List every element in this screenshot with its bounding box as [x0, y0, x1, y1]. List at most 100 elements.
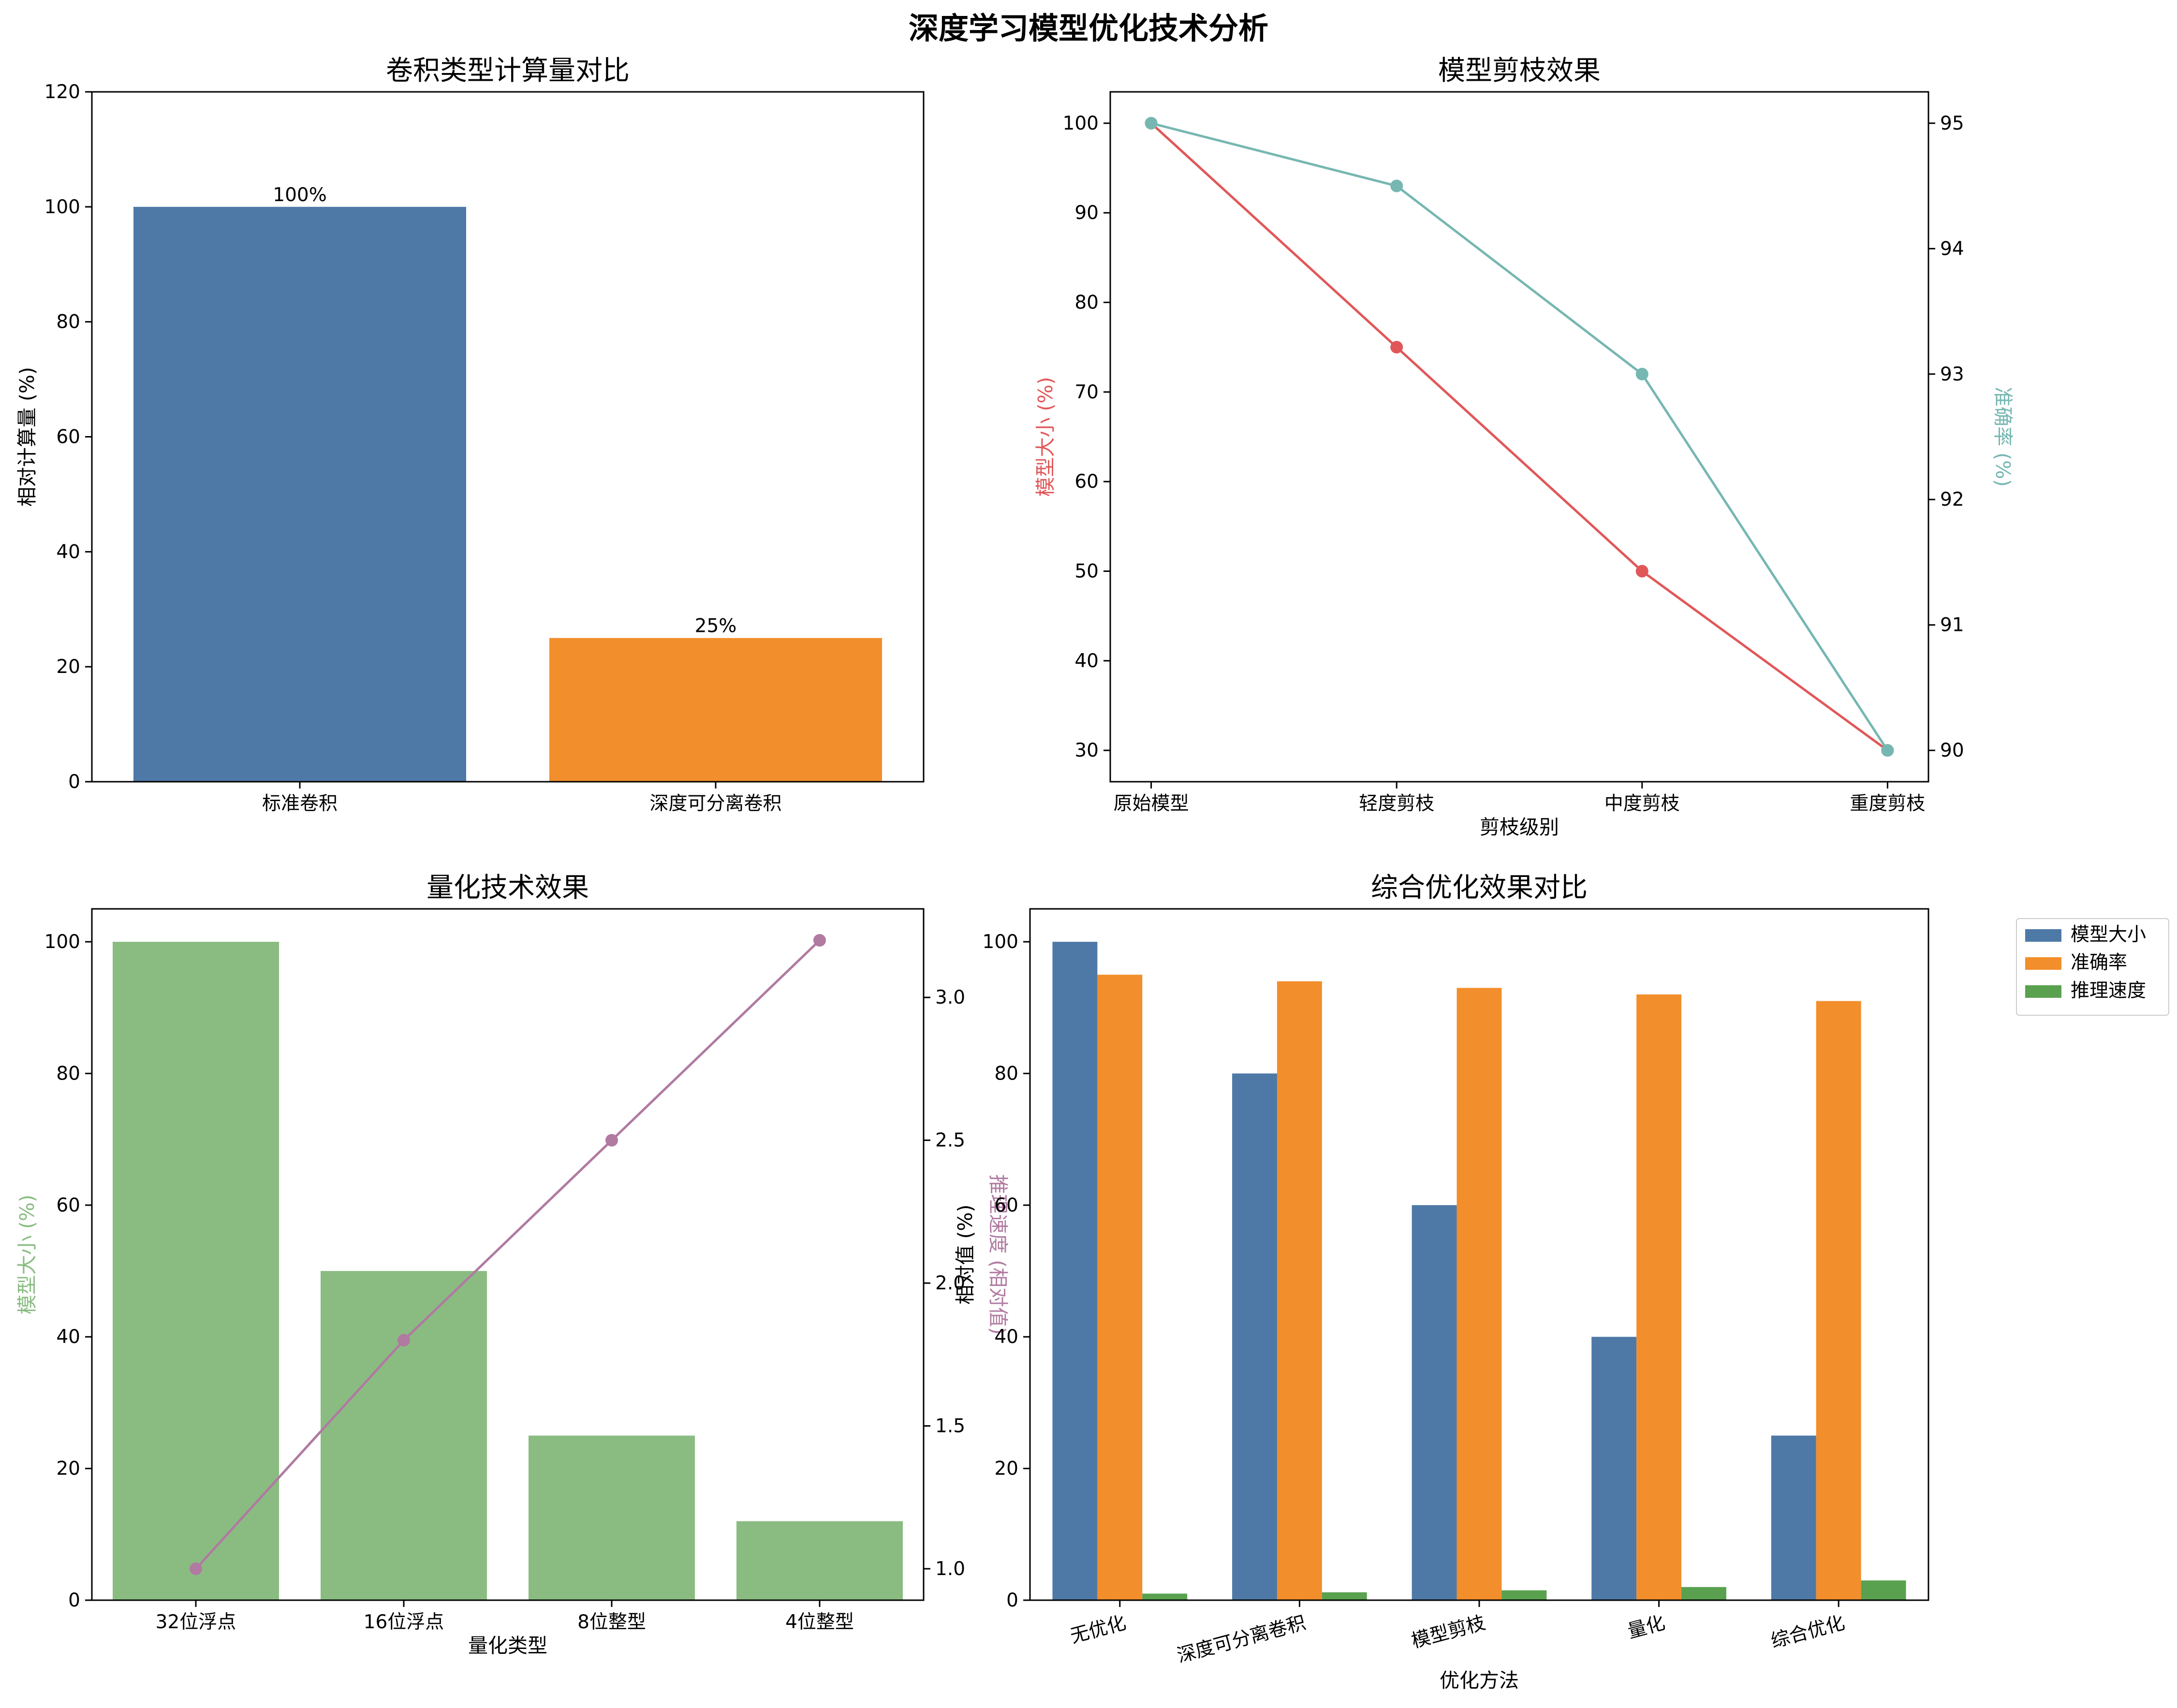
bar	[1322, 1592, 1367, 1600]
y2-tick-label: 2.5	[935, 1130, 965, 1152]
y-tick-label: 80	[1074, 292, 1099, 314]
x-tick-label: 16位浮点	[364, 1611, 444, 1633]
x-tick-label: 32位浮点	[156, 1611, 236, 1633]
y-tick-label: 60	[56, 1195, 80, 1216]
x-tick-label: 综合优化	[1768, 1612, 1847, 1652]
series-point	[605, 1134, 618, 1147]
bar-data-label: 25%	[695, 615, 737, 637]
y-axis-label: 模型大小 (%)	[15, 1195, 39, 1314]
x-tick-label: 量化	[1625, 1612, 1667, 1643]
series-point	[397, 1334, 410, 1347]
y2-tick-label: 95	[1940, 113, 1964, 134]
x-axis-label: 剪枝级别	[1480, 816, 1559, 839]
y-tick-label: 40	[994, 1326, 1018, 1348]
chart-pruning-effect: 模型剪枝效果 30 40 50 60 70 80 90 100 模型大小 (%) 90 91 92 93 9…	[1034, 55, 2015, 839]
x-tick-label: 深度可分离卷积	[649, 793, 781, 815]
y-axis-label: 相对计算量 (%)	[15, 367, 39, 507]
y-tick-label: 100	[983, 931, 1018, 953]
y-tick-label: 60	[994, 1195, 1018, 1216]
series-point	[1390, 341, 1403, 354]
bar	[321, 1271, 487, 1600]
x-tick-label: 中度剪枝	[1604, 793, 1680, 815]
bar	[529, 1435, 695, 1600]
x-tick-label: 轻度剪枝	[1359, 793, 1434, 815]
y2-tick-label: 94	[1940, 238, 1964, 260]
bar	[1277, 981, 1322, 1600]
legend-swatch	[2025, 985, 2061, 998]
plot-frame	[91, 908, 925, 1601]
chart-title: 综合优化效果对比	[1371, 872, 1588, 904]
y2-tick-label: 93	[1940, 364, 1964, 385]
y-tick-label: 50	[1074, 560, 1099, 582]
bar-data-label: 100%	[273, 184, 327, 206]
y2-tick-label: 92	[1940, 489, 1964, 511]
series-point	[1390, 179, 1403, 192]
x-tick-label: 无优化	[1068, 1612, 1129, 1648]
bar	[1232, 1073, 1277, 1600]
bar	[1681, 1587, 1726, 1600]
bar	[736, 1521, 903, 1600]
legend-swatch	[2025, 929, 2061, 942]
y-tick-label: 100	[1063, 113, 1099, 134]
series-line	[195, 939, 821, 1570]
plot-frame	[1109, 91, 1929, 783]
bar	[1591, 1337, 1637, 1600]
y-tick-label: 80	[56, 1063, 80, 1084]
y2-tick-label: 3.0	[935, 987, 965, 1008]
series-line	[1150, 122, 1888, 752]
series-point	[813, 934, 826, 947]
bar	[1861, 1580, 1906, 1600]
y-tick-label: 0	[1006, 1590, 1018, 1611]
y-tick-label: 40	[56, 1326, 80, 1348]
y2-axis-label: 推理速度 (相对值)	[986, 1174, 1010, 1335]
y-tick-label: 0	[68, 1590, 80, 1611]
series-point	[1881, 744, 1894, 757]
y-tick-label: 20	[994, 1458, 1018, 1480]
x-tick-label: 重度剪枝	[1850, 793, 1925, 815]
chart-title: 量化技术效果	[427, 872, 589, 904]
legend-label: 推理速度	[2071, 980, 2146, 1002]
legend-label: 模型大小	[2071, 924, 2146, 946]
legend-swatch	[2025, 957, 2061, 970]
chart-conv-compute: 100% 25% 卷积类型计算量对比 0 20 40 60 80 100 120 相对计算量 (%)…	[15, 55, 925, 815]
bar	[1412, 1205, 1457, 1600]
bar	[1636, 994, 1682, 1600]
bar	[1097, 975, 1143, 1600]
y-tick-label: 90	[1074, 202, 1099, 224]
y-tick-label: 100	[44, 196, 80, 218]
series-line	[1150, 122, 1889, 751]
x-tick-label: 原始模型	[1114, 793, 1189, 815]
y-tick-label: 70	[1074, 381, 1099, 403]
bar	[113, 942, 279, 1600]
series-point	[1635, 565, 1648, 578]
series-point	[190, 1562, 202, 1575]
bar	[1142, 1593, 1188, 1600]
y2-tick-label: 2.0	[935, 1272, 965, 1294]
y-tick-label: 40	[1074, 650, 1099, 672]
y-axis-label: 模型大小 (%)	[1034, 377, 1057, 497]
chart-overall-comparison: 综合优化效果对比 0 20 40 60 80 100 相对值 (%) 无优化 深度可分离卷积 模型剪…	[954, 872, 2169, 1692]
figure-suptitle: 深度学习模型优化技术分析	[909, 11, 1268, 46]
y-axis-label: 相对值 (%)	[954, 1205, 977, 1305]
x-axis-label: 量化类型	[468, 1634, 547, 1657]
y-tick-label: 40	[56, 541, 80, 563]
y2-axis-label: 准确率 (%)	[1991, 387, 2015, 487]
y-tick-label: 120	[44, 81, 80, 103]
y2-tick-label: 90	[1940, 740, 1964, 761]
x-tick-label: 标准卷积	[262, 793, 338, 815]
bar	[549, 638, 882, 782]
y-tick-label: 20	[56, 656, 80, 678]
series-point	[1145, 117, 1158, 130]
bar	[1501, 1590, 1547, 1600]
x-tick-label: 8位整型	[577, 1611, 646, 1633]
bar	[133, 206, 466, 782]
y-tick-label: 80	[994, 1063, 1018, 1084]
y-tick-label: 100	[44, 931, 80, 953]
chart-quantization-effect: 量化技术效果 0 20 40 60 80 100 模型大小 (%) 1.0 1.5 2.0 2.5 3.…	[15, 872, 1010, 1657]
bar	[1456, 988, 1502, 1600]
y-tick-label: 60	[1074, 471, 1099, 493]
y2-tick-label: 1.5	[935, 1416, 965, 1437]
chart-title: 模型剪枝效果	[1438, 55, 1601, 87]
